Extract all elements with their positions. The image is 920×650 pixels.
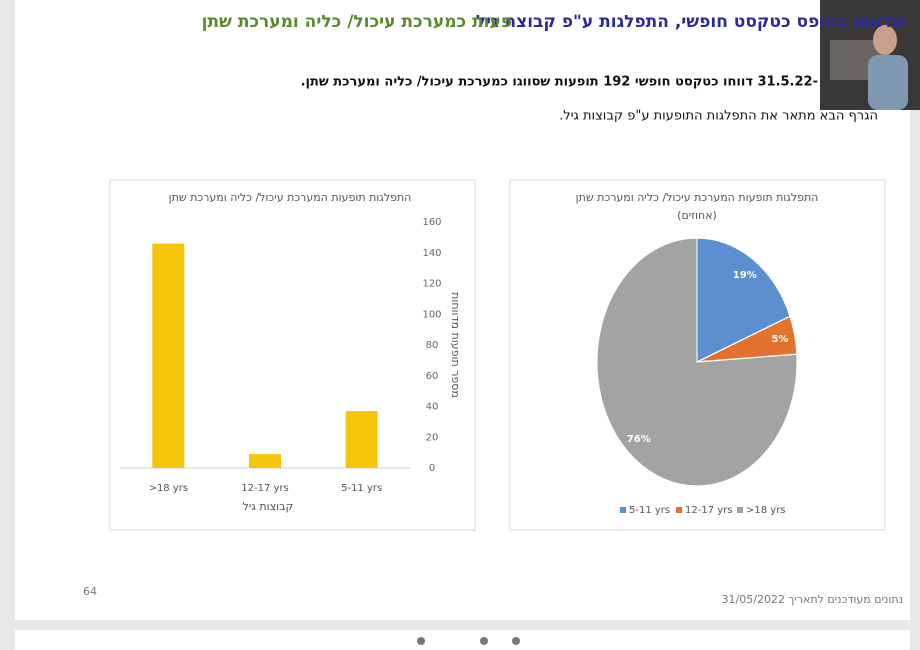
y-tick-label: 100 (422, 309, 441, 320)
pie-slice (696, 237, 791, 363)
legend-swatch (620, 507, 626, 513)
y-tick-label: 80 (426, 340, 439, 351)
dot (480, 637, 488, 645)
legend-swatch (737, 507, 743, 513)
chart-title: התפלגות תופעות המערכת עיכול/ כליה ומערכת… (576, 191, 819, 204)
y-tick-label: 60 (426, 371, 439, 382)
legend-swatch (676, 507, 682, 513)
dot (512, 637, 520, 645)
title-blue: שדווחו בטופס כטקסט חופשי, התפלגות ע"פ קב… (476, 12, 905, 32)
text-line: -31.5.22 דווחו כטקסט חופשי 192 תופעות שס… (301, 75, 818, 90)
data-label: 19% (733, 270, 757, 281)
y-tick-label: 40 (426, 402, 439, 413)
x-tick-label: 12-17 yrs (241, 483, 288, 494)
webcam-body (868, 55, 908, 110)
pie-slice (596, 237, 798, 487)
x-tick-label: 5-11 yrs (341, 483, 382, 494)
bar (345, 411, 378, 468)
x-axis-label: קבוצות גיל (243, 500, 294, 513)
y-tick-label: 120 (422, 279, 441, 290)
footer: נתונים מעודכנים לתאריך 31/05/2022 (722, 593, 903, 606)
legend-label: 12-17 yrs (685, 505, 732, 516)
pie (596, 237, 798, 487)
page-number: 64 (83, 585, 97, 598)
y-tick-label: 20 (426, 432, 439, 443)
data-label: 5% (771, 334, 788, 345)
title-green: פעות כמערכת עיכול/ כליה ומערכת שתן (202, 12, 512, 32)
bar (152, 243, 185, 468)
bar (249, 454, 281, 468)
y-axis-label: מספר תופעות מדווחות (449, 292, 462, 398)
dot (417, 637, 425, 645)
y-tick-label: 0 (429, 463, 435, 474)
webcam (820, 0, 920, 110)
data-label: 76% (627, 434, 651, 445)
text-line: הגרף הבא מתאר את התפלגות התופעות ע"פ קבו… (559, 109, 878, 124)
y-tick-label: 160 (422, 217, 441, 228)
webcam-face (873, 25, 897, 55)
chart-subtitle: (אחוזים) (677, 209, 717, 222)
legend-label: >18 yrs (746, 505, 786, 516)
x-tick-label: >18 yrs (149, 483, 189, 494)
next-slide (15, 630, 910, 650)
y-tick-label: 140 (422, 248, 441, 259)
legend-label: 5-11 yrs (629, 505, 670, 516)
chart-title: התפלגות תופעות המערכת עיכול/ כליה ומערכת… (169, 191, 412, 204)
